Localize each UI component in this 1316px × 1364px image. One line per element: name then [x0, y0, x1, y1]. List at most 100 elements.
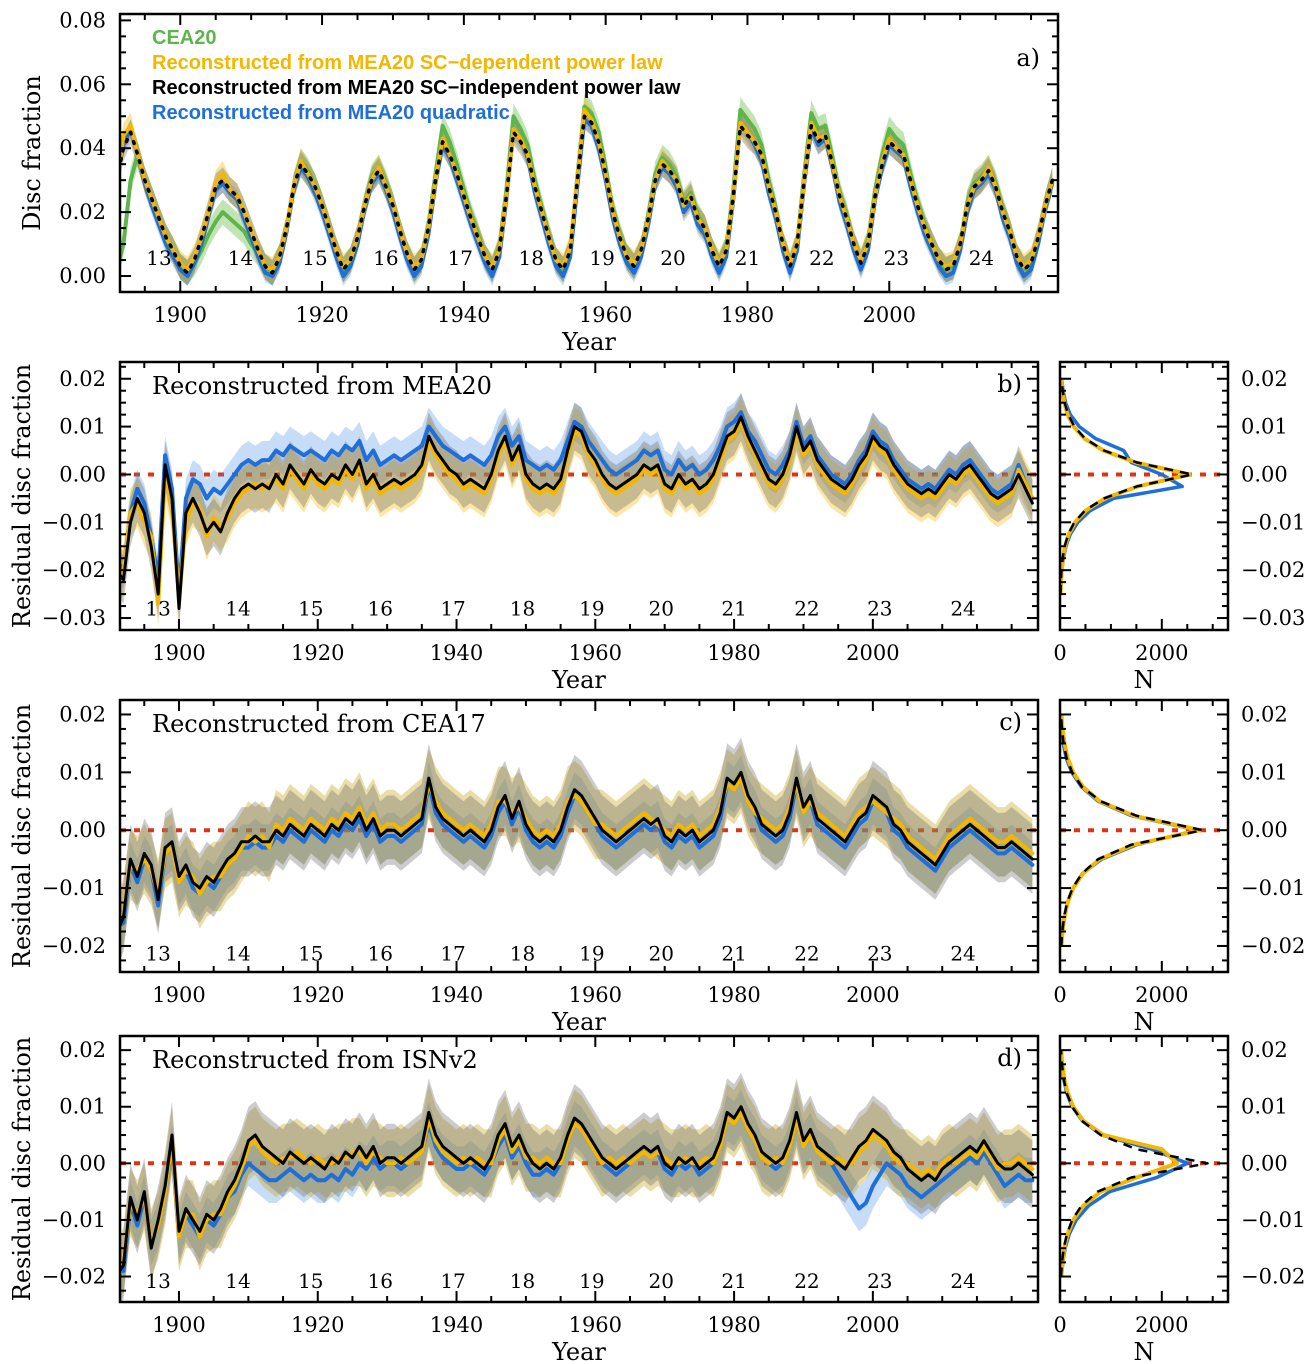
y-tick-label: 0.00: [59, 1151, 106, 1175]
axes-frame: [1058, 360, 1230, 632]
y-tick-label: 0.01: [1241, 415, 1288, 439]
solar-cycle-label: 21: [721, 597, 746, 621]
solar-cycle-label: 15: [302, 246, 327, 270]
x-tick-label: 1980: [707, 1313, 760, 1337]
solar-cycle-label: 15: [298, 941, 323, 965]
series-line-sc-dependent: [120, 1110, 1035, 1278]
solar-cycle-label: 18: [510, 941, 535, 965]
y-axis-title: Residual disc fraction: [8, 704, 36, 968]
axis-ticks: [1059, 362, 1228, 631]
x-tick-label: 1960: [569, 641, 622, 665]
x-tick-label: 1940: [430, 641, 483, 665]
x-tick-label: 0: [1053, 1313, 1066, 1337]
solar-cycle-label: 13: [145, 597, 170, 621]
x-tick-label: 2000: [1135, 641, 1188, 665]
solar-cycle-label: 21: [721, 1269, 746, 1293]
panel-a-data: [120, 93, 1055, 286]
solar-cycle-label: 20: [660, 246, 685, 270]
series-line-quadratic: [120, 410, 1035, 597]
x-tick-label: 1900: [154, 303, 207, 327]
solar-cycle-label: 22: [809, 246, 834, 270]
hist-x-axis-title: N: [1134, 666, 1155, 694]
series-band-sc-independent: [120, 1072, 1033, 1302]
solar-cycle-label: 17: [440, 941, 465, 965]
y-tick-label: −0.01: [1241, 876, 1305, 900]
y-tick-label: −0.02: [1241, 558, 1305, 582]
solar-cycle-label: 17: [440, 597, 465, 621]
series-band-mea20-sc-independent: [120, 103, 1053, 286]
y-tick-label: 0.02: [59, 1038, 106, 1062]
y-tick-label: 0.06: [59, 72, 106, 96]
series-line-sc-independent: [120, 415, 1034, 610]
series-line-mea20-sc-independent: [120, 114, 1055, 275]
y-tick-label: −0.02: [1241, 1265, 1305, 1289]
solar-cycle-label: 19: [579, 941, 604, 965]
y-tick-label: 0.02: [1241, 1038, 1288, 1062]
y-tick-label: 0.00: [59, 818, 106, 842]
panel-b-data: [120, 393, 1038, 630]
solar-cycle-label: 24: [950, 597, 975, 621]
y-tick-label: 0.04: [59, 136, 106, 160]
solar-cycle-label: 18: [510, 597, 535, 621]
y-tick-label: 0.00: [1241, 462, 1288, 486]
y-tick-label: 0.00: [1241, 818, 1288, 842]
x-axis-title: Year: [561, 328, 616, 356]
hist-line-sc-independent: [1060, 714, 1204, 947]
x-tick-label: 1980: [707, 641, 760, 665]
solar-cycle-label: 22: [794, 1269, 819, 1293]
axis-ticks: [120, 1035, 1038, 1302]
x-tick-label: 1900: [152, 983, 205, 1007]
solar-cycle-label: 14: [225, 1269, 250, 1293]
y-tick-label: 0.01: [1241, 760, 1288, 784]
solar-cycle-label: 14: [225, 941, 250, 965]
axes-frame: [118, 360, 1040, 632]
solar-cycle-label: 16: [367, 1269, 392, 1293]
x-tick-label: 1960: [569, 1313, 622, 1337]
series-line-sc-dependent: [120, 776, 1035, 935]
hist-line-sc-independent: [1060, 1050, 1209, 1277]
x-tick-label: 2000: [846, 1313, 899, 1337]
axes-frame: [1058, 1034, 1230, 1304]
solar-cycle-label: 17: [440, 1269, 465, 1293]
panel-title-c: Reconstructed from CEA17: [152, 710, 486, 738]
y-tick-label: −0.02: [42, 934, 106, 958]
panel-d-hist-data: [1060, 1049, 1228, 1277]
y-tick-label: 0.01: [59, 415, 106, 439]
x-tick-label: 1900: [152, 641, 205, 665]
solar-cycle-label: 23: [867, 1269, 892, 1293]
solar-cycle-label: 19: [579, 1269, 604, 1293]
y-tick-label: 0.02: [59, 200, 106, 224]
solar-cycle-label: 17: [448, 246, 473, 270]
series-band-mea20-quadratic: [120, 109, 1053, 286]
panel-d-data: [120, 1072, 1038, 1302]
solar-cycle-label: 23: [884, 246, 909, 270]
axis-ticks: [120, 362, 1038, 631]
panel-letter-a: a): [1016, 44, 1040, 72]
y-tick-label: −0.01: [42, 1208, 106, 1232]
solar-cycle-label: 20: [648, 941, 673, 965]
y-tick-label: −0.01: [1241, 1208, 1305, 1232]
solar-cycle-label: 16: [367, 597, 392, 621]
solar-cycle-label: 19: [589, 246, 614, 270]
solar-cycle-label: 16: [367, 941, 392, 965]
hist-line-quadratic: [1060, 378, 1184, 595]
panel-title-d: Reconstructed from ISNv2: [152, 1046, 478, 1074]
axes-frame: [118, 698, 1040, 974]
x-tick-label: 1960: [579, 303, 632, 327]
hist-x-axis-title: N: [1134, 1338, 1155, 1364]
solar-cycle-label: 24: [969, 246, 994, 270]
axis-ticks: [120, 14, 1058, 293]
hist-x-axis-title: N: [1134, 1008, 1155, 1036]
x-tick-label: 2000: [846, 641, 899, 665]
series-band-sc-dependent: [120, 743, 1033, 961]
y-tick-label: 0.00: [59, 264, 106, 288]
y-tick-label: −0.02: [42, 1265, 106, 1289]
panel-c-data: [120, 737, 1038, 961]
solar-cycle-label: 20: [648, 1269, 673, 1293]
